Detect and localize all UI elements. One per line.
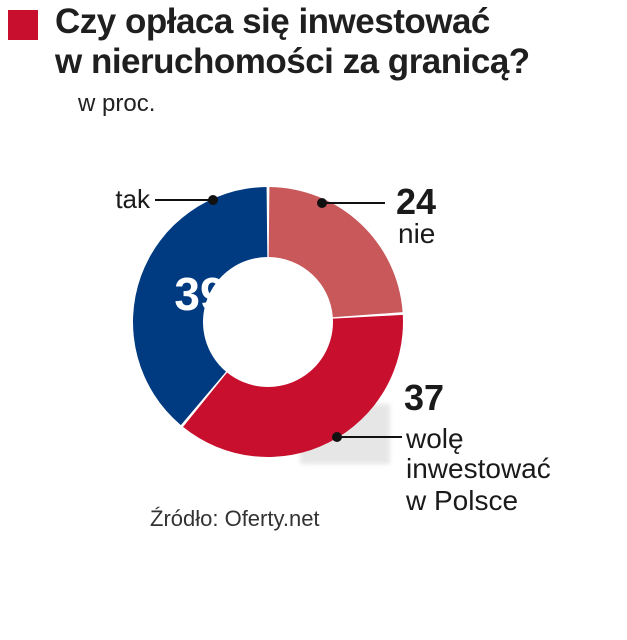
chart-title-line-1: Czy opłaca się inwestować — [55, 2, 490, 41]
leader-dot-nie — [317, 198, 327, 208]
value-label-wole: 37 — [404, 377, 444, 418]
source-note: Źródło: Oferty.net — [150, 506, 320, 531]
slice-label-wole-line-1: wolę — [405, 423, 464, 454]
chart-title-line-2: w nieruchomości za granicą? — [55, 42, 530, 81]
value-label-nie: 24 — [396, 181, 436, 222]
slice-tak — [132, 187, 268, 426]
slice-label-wole-line-2: inwestować — [406, 453, 551, 484]
value-label-tak: 39 — [174, 268, 225, 320]
title-marker — [8, 10, 38, 40]
leader-dot-wole — [332, 432, 342, 442]
slice-label-wole-line-3: w Polsce — [405, 485, 518, 516]
slice-nie — [268, 187, 403, 318]
chart-subtitle: w proc. — [78, 90, 156, 117]
slice-label-tak: tak — [115, 184, 151, 214]
leader-dot-tak — [208, 195, 218, 205]
slice-wole — [183, 314, 404, 458]
slice-label-nie: nie — [398, 218, 435, 249]
